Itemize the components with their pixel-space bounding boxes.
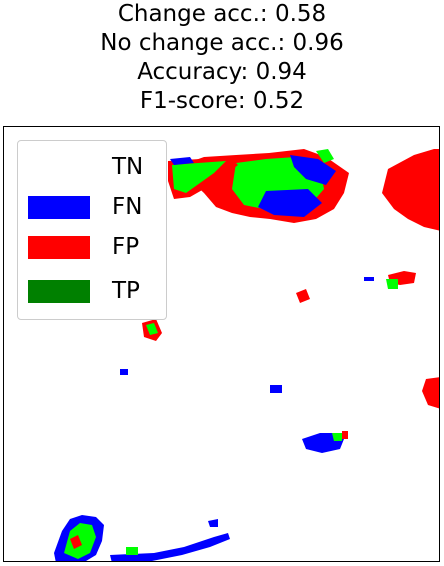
chart-title: Change acc.: 0.58 No change acc.: 0.96 A… <box>0 0 444 116</box>
tp-region-east <box>386 279 398 289</box>
fn-region-upper <box>290 155 336 185</box>
legend-entry-tn: TN <box>28 155 143 179</box>
title-f1-score: F1-score: 0.52 <box>139 88 305 114</box>
fn-region-bottom-dot <box>208 519 218 527</box>
fp-region-island-c <box>342 431 348 439</box>
fn-region-island-a <box>120 369 128 375</box>
title-change-accuracy: Change acc.: 0.58 <box>117 1 327 27</box>
legend-label-tn: TN <box>112 154 144 180</box>
tp-region-left-arm <box>172 161 226 193</box>
title-no-change-accuracy: No change acc.: 0.96 <box>100 30 344 56</box>
tp-region-bottom-strip <box>126 547 138 555</box>
legend-swatch-tp <box>28 279 90 303</box>
fn-region-east <box>364 277 374 281</box>
fp-region-bottom-left <box>70 535 82 549</box>
fn-region-upper-south <box>258 189 322 217</box>
fn-region-left-arm <box>170 157 194 165</box>
tp-region-upper-notch <box>316 149 334 163</box>
legend-label-fn: FN <box>112 194 143 220</box>
legend-label-fp: FP <box>112 234 140 260</box>
legend-entry-fn: FN <box>28 195 142 219</box>
fn-region-island-b <box>270 385 282 393</box>
fp-region-mid <box>296 289 310 303</box>
legend-entry-fp: FP <box>28 235 139 259</box>
legend-swatch-tn <box>28 155 90 179</box>
legend-label-tp: TP <box>112 278 140 304</box>
legend-swatch-fn <box>28 195 90 219</box>
legend-entry-tp: TP <box>28 279 140 303</box>
tp-region-island-c <box>332 433 342 441</box>
fn-region-bottom-strip <box>110 533 230 561</box>
tp-region-left-small <box>146 323 158 335</box>
legend: TN FN FP TP <box>17 140 167 320</box>
change-map-plot <box>3 126 440 562</box>
title-accuracy: Accuracy: 0.94 <box>137 59 307 85</box>
fp-region-right-small <box>422 377 439 409</box>
fp-region-right <box>382 149 439 231</box>
legend-swatch-fp <box>28 235 90 259</box>
change-map-canvas <box>54 149 439 561</box>
